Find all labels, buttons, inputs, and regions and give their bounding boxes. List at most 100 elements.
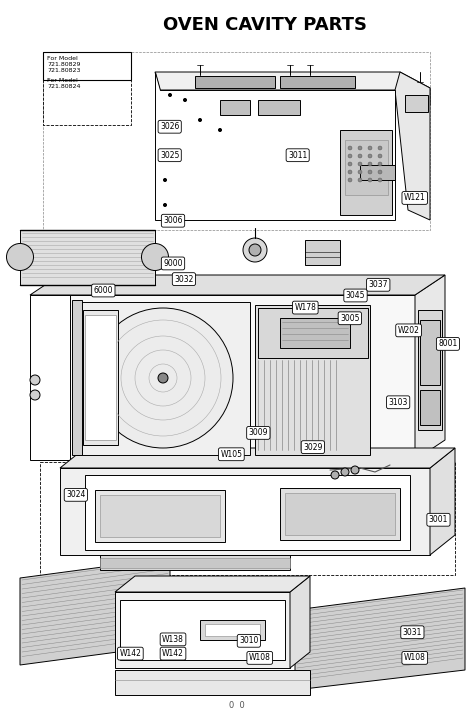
Polygon shape — [280, 488, 400, 540]
Circle shape — [358, 170, 362, 174]
Text: 3006: 3006 — [163, 216, 183, 225]
Circle shape — [378, 162, 382, 166]
Polygon shape — [95, 490, 225, 542]
Text: 3037: 3037 — [368, 281, 388, 289]
Bar — [43, 52, 131, 80]
Circle shape — [358, 146, 362, 150]
Polygon shape — [360, 165, 395, 180]
Text: 3001: 3001 — [429, 515, 448, 524]
Polygon shape — [258, 308, 368, 358]
Circle shape — [378, 178, 382, 182]
Text: 6000: 6000 — [93, 286, 113, 295]
Circle shape — [368, 162, 372, 166]
Polygon shape — [120, 600, 285, 660]
Polygon shape — [280, 76, 355, 88]
Text: For Model: For Model — [47, 56, 78, 61]
Polygon shape — [100, 558, 290, 568]
Polygon shape — [30, 295, 70, 460]
Circle shape — [30, 375, 40, 385]
Polygon shape — [100, 555, 290, 570]
Text: 3103: 3103 — [389, 398, 408, 407]
Polygon shape — [255, 305, 370, 455]
Polygon shape — [430, 448, 455, 555]
Polygon shape — [290, 576, 310, 668]
Polygon shape — [60, 468, 430, 555]
Polygon shape — [420, 320, 440, 385]
Polygon shape — [115, 576, 310, 592]
Text: W142: W142 — [162, 649, 184, 658]
Polygon shape — [220, 100, 250, 115]
Circle shape — [368, 178, 372, 182]
Polygon shape — [115, 592, 290, 668]
Text: W142: W142 — [119, 649, 141, 658]
Circle shape — [348, 154, 352, 158]
Polygon shape — [75, 302, 250, 455]
Polygon shape — [395, 72, 430, 220]
Polygon shape — [205, 624, 260, 636]
Circle shape — [183, 98, 186, 102]
Text: 3045: 3045 — [346, 291, 365, 300]
Circle shape — [158, 373, 168, 383]
Circle shape — [219, 128, 221, 132]
Polygon shape — [195, 76, 275, 88]
Text: 3009: 3009 — [248, 429, 268, 437]
Polygon shape — [200, 620, 265, 640]
Polygon shape — [70, 295, 415, 460]
Text: 3026: 3026 — [160, 122, 179, 131]
Circle shape — [348, 178, 352, 182]
Text: W121: W121 — [404, 194, 426, 202]
Polygon shape — [345, 140, 388, 195]
Polygon shape — [20, 230, 155, 285]
Text: W108: W108 — [404, 654, 426, 662]
Text: 3010: 3010 — [239, 637, 258, 645]
Text: W178: W178 — [294, 303, 316, 312]
Polygon shape — [415, 275, 445, 460]
Circle shape — [341, 468, 349, 476]
Polygon shape — [115, 670, 310, 695]
Polygon shape — [155, 72, 430, 105]
Circle shape — [168, 93, 172, 97]
Polygon shape — [85, 315, 116, 440]
Circle shape — [164, 204, 166, 206]
Circle shape — [331, 471, 339, 479]
Text: 721.80824: 721.80824 — [47, 84, 81, 89]
Polygon shape — [285, 493, 395, 535]
Circle shape — [368, 170, 372, 174]
Polygon shape — [340, 130, 392, 215]
Text: 3029: 3029 — [303, 443, 322, 451]
Text: 9000: 9000 — [163, 259, 183, 268]
Circle shape — [351, 466, 359, 474]
Polygon shape — [72, 300, 82, 455]
Polygon shape — [60, 448, 455, 468]
Text: 3005: 3005 — [340, 314, 360, 323]
Circle shape — [378, 170, 382, 174]
Circle shape — [358, 162, 362, 166]
Polygon shape — [418, 310, 442, 430]
Circle shape — [7, 244, 34, 271]
Polygon shape — [258, 100, 300, 115]
Text: 8001: 8001 — [438, 340, 457, 348]
Circle shape — [199, 118, 201, 122]
Polygon shape — [20, 558, 170, 665]
Text: W108: W108 — [249, 654, 271, 662]
Circle shape — [348, 162, 352, 166]
Text: 3031: 3031 — [403, 628, 422, 637]
Circle shape — [348, 146, 352, 150]
Text: For Model: For Model — [47, 78, 78, 83]
Circle shape — [30, 390, 40, 400]
Circle shape — [358, 154, 362, 158]
Polygon shape — [420, 390, 440, 425]
Circle shape — [378, 146, 382, 150]
Text: 721.80823: 721.80823 — [47, 68, 81, 73]
Text: 3025: 3025 — [160, 151, 179, 159]
Circle shape — [358, 178, 362, 182]
Polygon shape — [83, 310, 118, 445]
Polygon shape — [100, 495, 220, 537]
Text: 3032: 3032 — [174, 275, 193, 283]
Circle shape — [368, 154, 372, 158]
Text: 3024: 3024 — [66, 491, 85, 499]
Circle shape — [368, 146, 372, 150]
Text: W105: W105 — [220, 450, 242, 459]
Circle shape — [249, 244, 261, 256]
Circle shape — [164, 179, 166, 182]
